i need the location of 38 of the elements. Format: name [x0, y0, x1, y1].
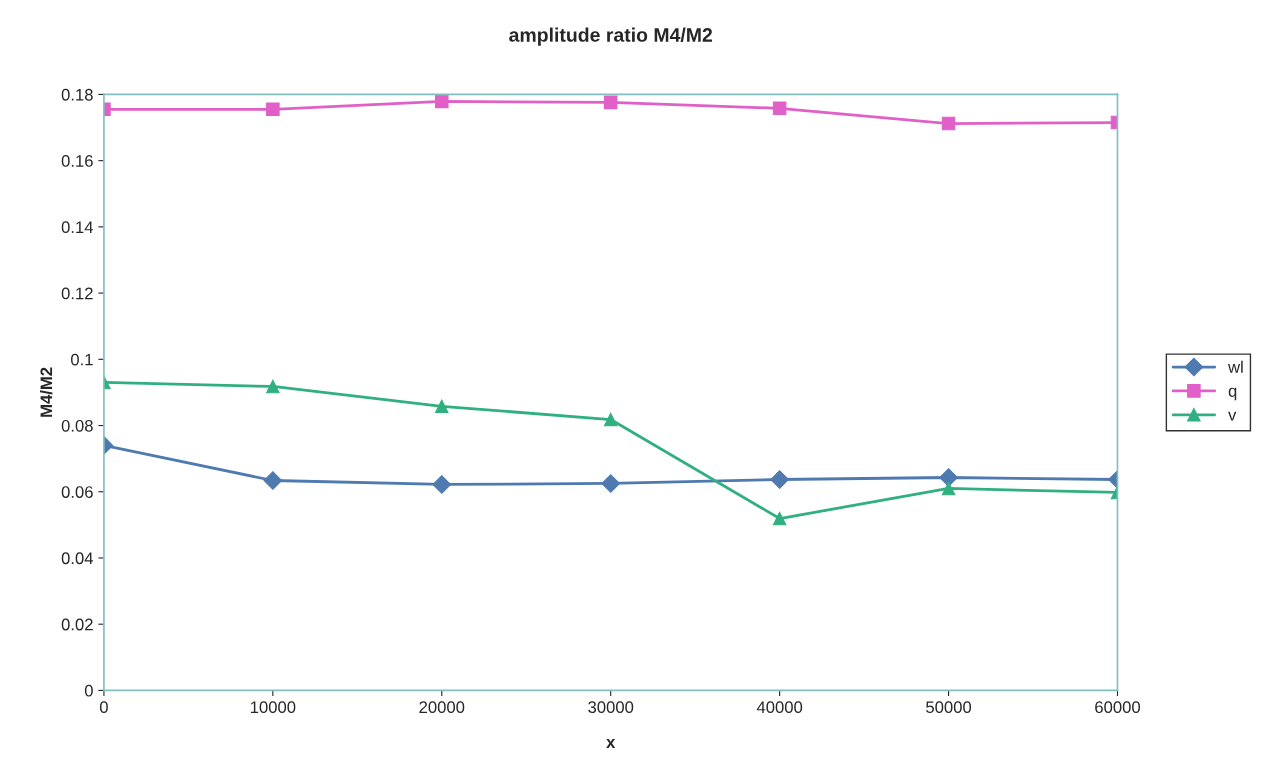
point — [603, 95, 618, 110]
point — [601, 474, 621, 493]
point — [435, 399, 449, 414]
x-tick-label: 40000 — [756, 701, 803, 714]
point — [772, 511, 787, 526]
point — [939, 468, 958, 487]
point — [603, 412, 618, 427]
x-tick-label: 0 — [99, 701, 108, 714]
x-axis-title: x — [606, 739, 616, 748]
point — [772, 101, 787, 116]
y-tick-label: 0.12 — [61, 287, 93, 300]
point — [266, 102, 280, 117]
point — [266, 379, 280, 394]
point — [770, 470, 789, 489]
y-tick-label: 0.1 — [70, 353, 93, 366]
y-tick-label: 0.18 — [61, 88, 93, 101]
y-axis-title: M4/M2 — [39, 367, 53, 417]
y-tick-label: 0.04 — [61, 552, 94, 565]
chart-title: amplitude ratio M4/M2 — [509, 27, 713, 46]
y-tick-label: 0.02 — [61, 618, 93, 631]
point — [941, 481, 956, 496]
y-tick-label: 0.14 — [61, 221, 94, 234]
y-tick-label: 0 — [84, 684, 93, 697]
y-tick-label: 0.16 — [61, 155, 93, 167]
x-tick-label: 50000 — [926, 701, 972, 714]
x-tick-label: 10000 — [250, 701, 296, 714]
legend-label: wl — [1228, 360, 1243, 373]
y-tick-label: 0.06 — [61, 486, 93, 498]
x-tick-label: 60000 — [1095, 701, 1141, 714]
legend-label: v — [1228, 411, 1237, 421]
point — [263, 471, 283, 490]
point — [941, 116, 956, 131]
y-tick-label: 0.08 — [61, 419, 93, 432]
point — [435, 94, 449, 109]
x-tick-label: 30000 — [588, 701, 634, 714]
point — [432, 475, 452, 494]
legend-label: q — [1228, 387, 1237, 401]
x-tick-label: 20000 — [419, 701, 465, 714]
